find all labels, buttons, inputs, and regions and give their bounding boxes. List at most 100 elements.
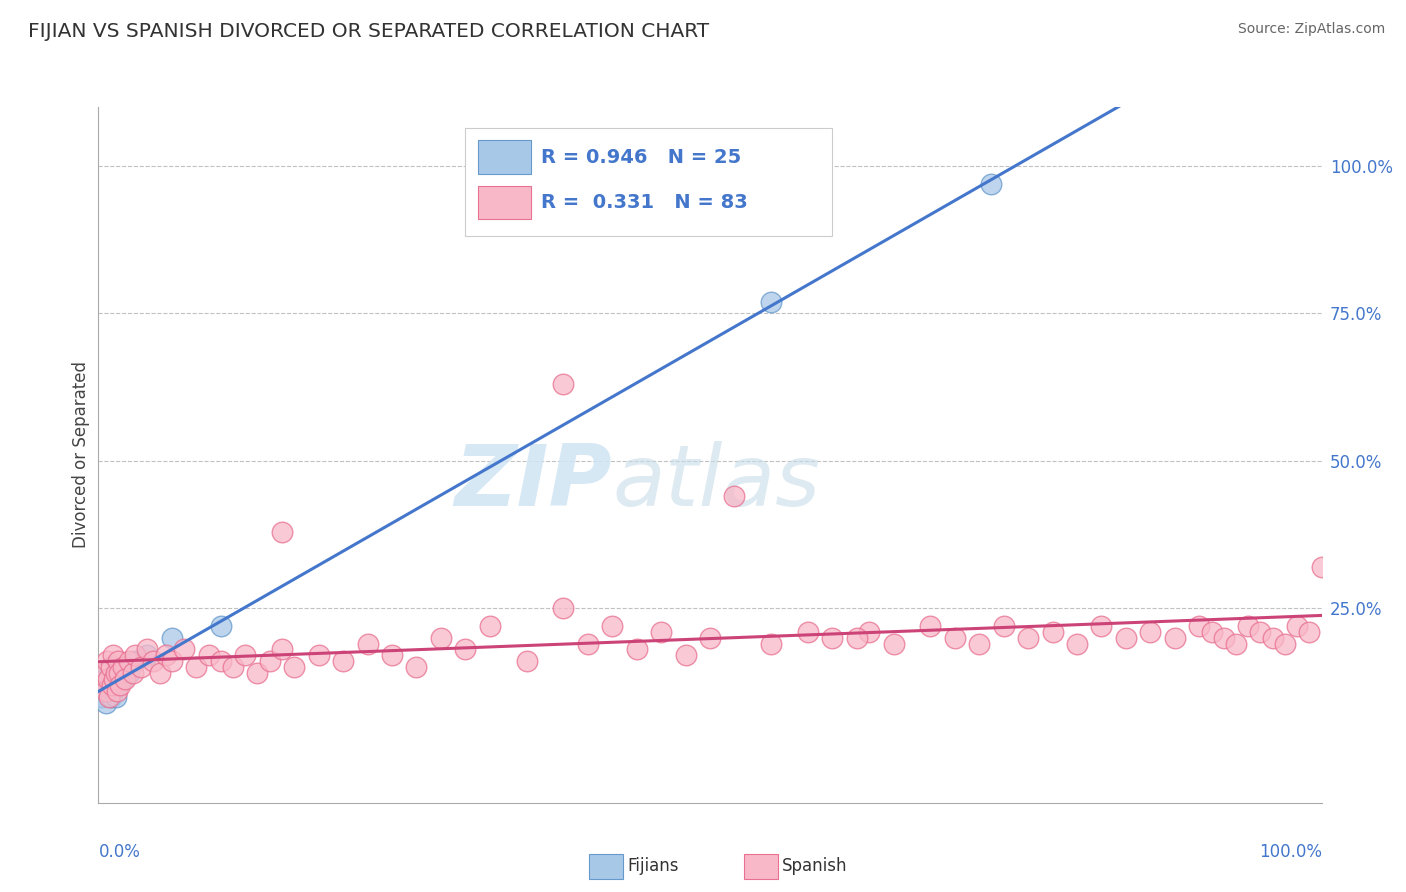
Point	[111, 672, 134, 686]
Point	[103, 666, 125, 681]
Point	[626, 642, 648, 657]
Point	[104, 690, 127, 704]
Point	[1261, 631, 1284, 645]
Point	[103, 672, 125, 686]
Point	[553, 377, 575, 392]
Point	[114, 672, 136, 686]
FancyBboxPatch shape	[478, 140, 531, 174]
Point	[98, 690, 121, 704]
Text: Source: ZipAtlas.com: Source: ZipAtlas.com	[1237, 22, 1385, 37]
Point	[516, 654, 538, 668]
Point	[129, 660, 152, 674]
Point	[283, 660, 305, 674]
Point	[108, 666, 131, 681]
Point	[173, 642, 195, 657]
Point	[155, 648, 177, 663]
Point	[186, 660, 208, 674]
Point	[142, 654, 165, 668]
Point	[1225, 637, 1247, 651]
Point	[308, 648, 330, 663]
Point	[91, 683, 114, 698]
Text: Spanish: Spanish	[782, 857, 848, 875]
Point	[209, 619, 232, 633]
Point	[124, 654, 146, 668]
Point	[1250, 624, 1272, 639]
Point	[430, 631, 453, 645]
Point	[993, 619, 1015, 633]
Point	[454, 642, 477, 657]
Point	[110, 678, 132, 692]
Text: FIJIAN VS SPANISH DIVORCED OR SEPARATED CORRELATION CHART: FIJIAN VS SPANISH DIVORCED OR SEPARATED …	[28, 22, 709, 41]
Point	[845, 631, 868, 645]
Point	[967, 637, 990, 651]
Point	[101, 678, 124, 692]
Text: R = 0.946   N = 25: R = 0.946 N = 25	[541, 148, 741, 167]
Point	[821, 631, 844, 645]
FancyBboxPatch shape	[465, 128, 832, 235]
Point	[197, 648, 219, 663]
Point	[980, 177, 1002, 191]
Point	[883, 637, 905, 651]
Point	[136, 648, 159, 663]
Point	[107, 654, 129, 668]
Point	[270, 524, 294, 539]
Point	[1139, 624, 1161, 639]
Point	[259, 654, 281, 668]
Point	[101, 683, 124, 698]
Point	[136, 642, 159, 657]
Point	[761, 294, 783, 309]
Point	[761, 637, 783, 651]
Point	[222, 660, 245, 674]
Point	[100, 660, 122, 674]
Point	[105, 683, 128, 698]
Point	[160, 631, 183, 645]
Point	[675, 648, 697, 663]
FancyBboxPatch shape	[478, 186, 531, 219]
Text: 100.0%: 100.0%	[1258, 843, 1322, 861]
Point	[1286, 619, 1309, 633]
Point	[96, 654, 118, 668]
Point	[943, 631, 966, 645]
Point	[576, 637, 599, 651]
Point	[118, 654, 141, 668]
Point	[114, 660, 136, 674]
Text: ZIP: ZIP	[454, 442, 612, 524]
Point	[1164, 631, 1187, 645]
Point	[1201, 624, 1223, 639]
Point	[91, 690, 114, 704]
Point	[1212, 631, 1234, 645]
Point	[107, 678, 129, 692]
Point	[246, 666, 269, 681]
Point	[332, 654, 354, 668]
Point	[91, 678, 114, 692]
Point	[97, 672, 120, 686]
Point	[124, 648, 146, 663]
Y-axis label: Divorced or Separated: Divorced or Separated	[72, 361, 90, 549]
Point	[111, 660, 134, 674]
Point	[90, 678, 112, 692]
Point	[920, 619, 942, 633]
Point	[600, 619, 623, 633]
Point	[93, 666, 115, 681]
Point	[121, 666, 143, 681]
Point	[1017, 631, 1039, 645]
Point	[96, 678, 118, 692]
Point	[650, 624, 672, 639]
Point	[1298, 624, 1320, 639]
Text: R =  0.331   N = 83: R = 0.331 N = 83	[541, 193, 748, 212]
Point	[1274, 637, 1296, 651]
Point	[1310, 560, 1333, 574]
Point	[94, 683, 117, 698]
Text: atlas: atlas	[612, 442, 820, 524]
Text: Fijians: Fijians	[627, 857, 679, 875]
Point	[105, 672, 128, 686]
Point	[118, 666, 141, 681]
Point	[1042, 624, 1064, 639]
Point	[356, 637, 378, 651]
Point	[209, 654, 232, 668]
Point	[1188, 619, 1211, 633]
Point	[149, 666, 172, 681]
Point	[797, 624, 820, 639]
Point	[858, 624, 880, 639]
Point	[1066, 637, 1088, 651]
